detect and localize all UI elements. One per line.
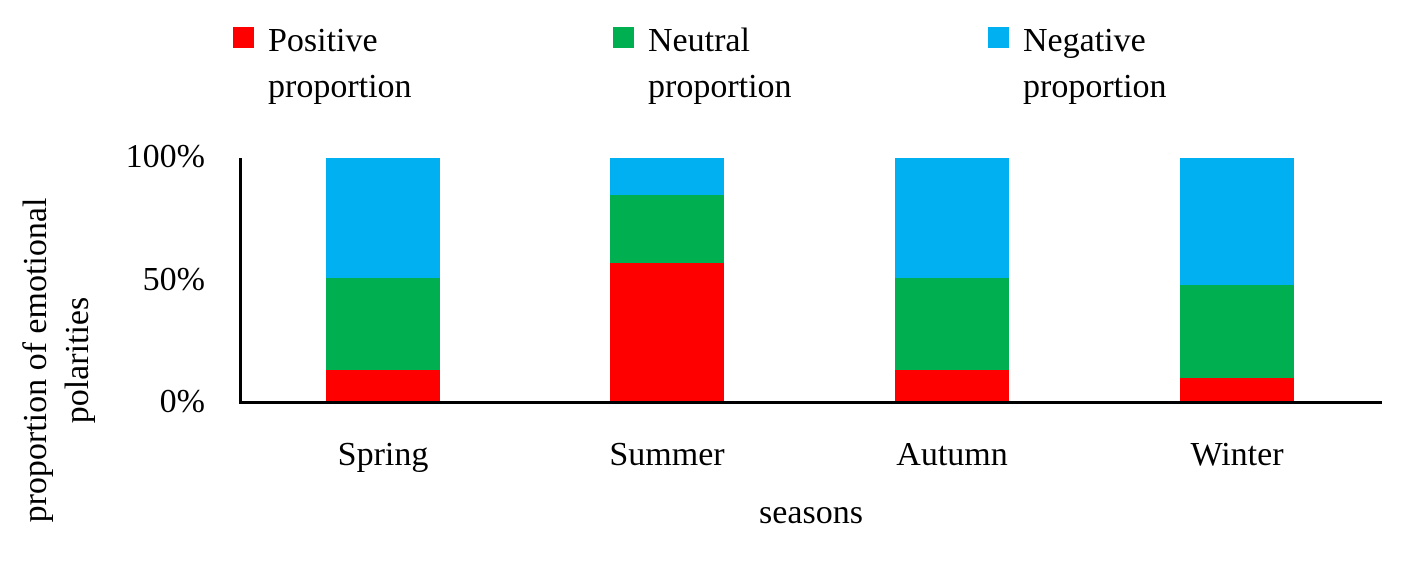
legend-item-positive: Positive proportion	[233, 18, 458, 110]
bar-segment	[610, 194, 724, 263]
y-axis-title-line1: proportion of emotional	[17, 197, 54, 523]
legend-item-negative: Negative proportion	[988, 18, 1213, 110]
x-axis-line	[239, 401, 1382, 404]
bar-segment	[1180, 377, 1294, 402]
legend-label-neutral: Neutral proportion	[648, 22, 792, 105]
x-label-spring: Spring	[337, 436, 429, 473]
bar-autumn	[895, 158, 1009, 402]
legend-swatch-negative-icon	[988, 27, 1009, 48]
bar-segment	[326, 370, 440, 402]
bar-segment	[895, 158, 1009, 278]
legend-item-neutral: Neutral proportion	[613, 18, 838, 110]
bar-segment	[610, 158, 724, 195]
legend-label-negative: Negative proportion	[1023, 22, 1167, 105]
legend-swatch-neutral-icon	[613, 27, 634, 48]
legend-label-positive: Positive proportion	[268, 22, 412, 105]
x-label-autumn: Autumn	[896, 436, 1008, 473]
y-tick-100: 100%	[125, 138, 205, 175]
y-tick-50: 50%	[142, 261, 205, 298]
bar-summer	[610, 158, 724, 402]
bar-segment	[610, 262, 724, 402]
y-axis-line	[239, 158, 242, 404]
bar-segment	[1180, 284, 1294, 378]
x-axis-title: seasons	[759, 494, 863, 531]
plot-area	[242, 158, 1382, 402]
bar-segment	[1180, 158, 1294, 285]
bar-segment	[895, 277, 1009, 371]
bar-spring	[326, 158, 440, 402]
legend-swatch-positive-icon	[233, 27, 254, 48]
bar-winter	[1180, 158, 1294, 402]
x-label-winter: Winter	[1190, 436, 1284, 473]
x-label-summer: Summer	[609, 436, 725, 473]
y-tick-0: 0%	[159, 383, 205, 420]
bar-segment	[895, 370, 1009, 402]
bar-segment	[326, 158, 440, 278]
bar-segment	[326, 277, 440, 371]
